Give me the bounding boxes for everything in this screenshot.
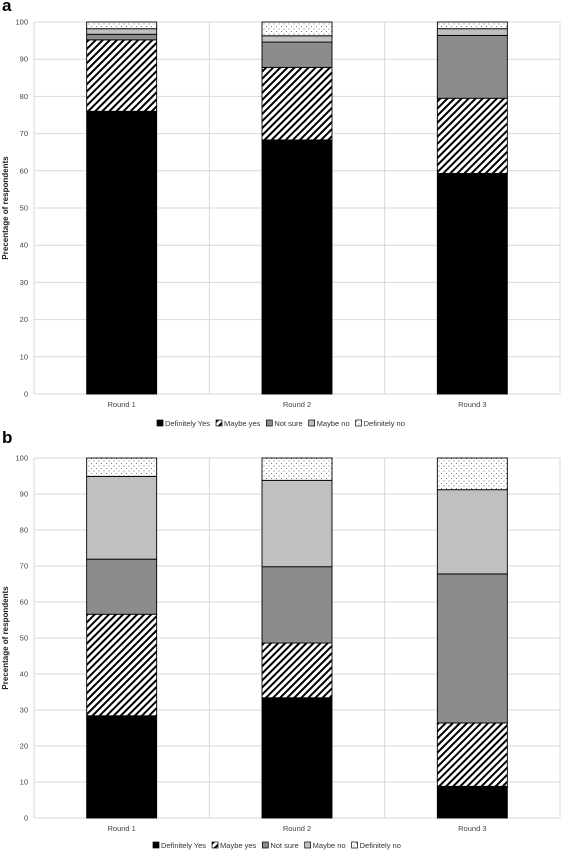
y-axis-title: Precentage of respondents bbox=[1, 586, 10, 690]
panel-label-a: a bbox=[2, 0, 12, 15]
y-tick-label-80: 80 bbox=[20, 92, 28, 101]
bar-segment-round-1-not_sure bbox=[86, 33, 158, 41]
bar-segment-round-3-maybe_no bbox=[436, 489, 508, 575]
legend-swatch-maybe_no bbox=[308, 419, 316, 427]
y-tick-label-10: 10 bbox=[20, 778, 28, 787]
bar-segment-round-2-definitely_yes bbox=[261, 697, 333, 819]
x-tick-label-round-1: Round 1 bbox=[107, 824, 135, 833]
y-tick-label-80: 80 bbox=[20, 526, 28, 535]
legend-swatch-definitely_yes bbox=[156, 419, 164, 427]
bar-segment-round-3-not_sure bbox=[436, 573, 508, 724]
bar-segment-round-1-maybe_no bbox=[86, 28, 158, 35]
legend-label-maybe_yes: Maybe yes bbox=[224, 419, 261, 428]
bar-segment-round-3-definitely_yes bbox=[436, 785, 508, 819]
y-tick-label-40: 40 bbox=[20, 670, 28, 679]
y-axis-title: Precentage of respondents bbox=[1, 156, 10, 260]
legend-swatch-definitely_no bbox=[351, 841, 358, 849]
bar-segment-round-3-definitely_no bbox=[436, 21, 508, 30]
legend-label-maybe_no: Maybe no bbox=[317, 419, 350, 428]
bar-segment-round-1-definitely_no bbox=[86, 21, 158, 30]
y-tick-label-60: 60 bbox=[20, 598, 28, 607]
y-tick-label-70: 70 bbox=[20, 562, 28, 571]
y-tick-label-50: 50 bbox=[20, 204, 28, 213]
legend-swatch-maybe_yes bbox=[215, 419, 223, 427]
bar-segment-round-2-definitely_yes bbox=[261, 139, 333, 395]
legend-swatch-maybe_no bbox=[304, 841, 312, 849]
legend-label-not_sure: Not sure bbox=[274, 419, 302, 428]
legend-swatch-definitely_yes bbox=[152, 841, 160, 849]
legend-swatch-definitely_no bbox=[355, 419, 362, 427]
bar-segment-round-2-maybe_yes bbox=[261, 642, 333, 699]
y-tick-label-100: 100 bbox=[15, 454, 28, 463]
legend-label-maybe_no: Maybe no bbox=[313, 841, 346, 850]
y-tick-label-90: 90 bbox=[20, 490, 28, 499]
legend-label-definitely_yes: Definitely Yes bbox=[165, 419, 210, 428]
bar-segment-round-1-maybe_no bbox=[86, 475, 158, 560]
bar-segment-round-1-definitely_no bbox=[86, 457, 158, 477]
legend-swatch-not_sure bbox=[265, 419, 273, 427]
bar-segment-round-3-definitely_yes bbox=[436, 172, 508, 395]
stacked-bar-chart-b: 0 10 20 30 40 50 60 70 80 90 100 Round 1 Round 2 Roun… bbox=[1, 454, 561, 850]
x-tick-label-round-3: Round 3 bbox=[458, 400, 486, 409]
legend-swatch-maybe_yes bbox=[211, 841, 219, 849]
bar-segment-round-1-maybe_yes bbox=[86, 39, 158, 112]
y-tick-label-10: 10 bbox=[20, 352, 28, 361]
legend-label-definitely_yes: Definitely Yes bbox=[161, 841, 206, 850]
y-tick-label-90: 90 bbox=[20, 55, 28, 64]
y-tick-label-100: 100 bbox=[15, 18, 28, 27]
legend-label-definitely_no: Definitely no bbox=[360, 841, 401, 850]
bar-segment-round-3-not_sure bbox=[436, 34, 508, 99]
y-tick-label-20: 20 bbox=[20, 315, 28, 324]
bar-segment-round-2-maybe_no bbox=[261, 479, 333, 568]
y-tick-label-20: 20 bbox=[20, 742, 28, 751]
bar-segment-round-2-not_sure bbox=[261, 41, 333, 68]
x-tick-label-round-2: Round 2 bbox=[283, 824, 311, 833]
bar-segment-round-2-definitely_no bbox=[261, 457, 333, 481]
y-tick-label-70: 70 bbox=[20, 129, 28, 138]
bar-segment-round-2-maybe_yes bbox=[261, 66, 333, 141]
bar-segment-round-1-not_sure bbox=[86, 558, 158, 615]
bar-segment-round-3-maybe_yes bbox=[436, 97, 508, 174]
bar-segment-round-3-definitely_no bbox=[436, 457, 508, 491]
x-tick-label-round-2: Round 2 bbox=[283, 400, 311, 409]
bar-segment-round-1-definitely_yes bbox=[86, 715, 158, 819]
y-tick-label-30: 30 bbox=[20, 706, 28, 715]
x-tick-label-round-1: Round 1 bbox=[107, 400, 135, 409]
bar-segment-round-2-not_sure bbox=[261, 566, 333, 644]
stacked-bar-chart-a: 0 10 20 30 40 50 60 70 80 90 100 Round 1 Round 2 Roun… bbox=[1, 18, 561, 428]
bar-segment-round-1-maybe_yes bbox=[86, 613, 158, 717]
y-tick-label-0: 0 bbox=[24, 390, 28, 399]
bar-segment-round-3-maybe_yes bbox=[436, 722, 508, 787]
y-tick-label-60: 60 bbox=[20, 166, 28, 175]
legend-label-definitely_no: Definitely no bbox=[364, 419, 405, 428]
legend-swatch-not_sure bbox=[261, 841, 269, 849]
bar-segment-round-3-maybe_no bbox=[436, 28, 508, 36]
bar-segment-round-2-definitely_no bbox=[261, 21, 333, 37]
legend-label-not_sure: Not sure bbox=[270, 841, 298, 850]
panel-label-b: b bbox=[2, 428, 13, 447]
y-tick-label-40: 40 bbox=[20, 241, 28, 250]
y-tick-label-50: 50 bbox=[20, 634, 28, 643]
bar-segment-round-2-maybe_no bbox=[261, 35, 333, 43]
y-tick-label-0: 0 bbox=[24, 814, 28, 823]
x-tick-label-round-3: Round 3 bbox=[458, 824, 486, 833]
y-tick-label-30: 30 bbox=[20, 278, 28, 287]
bar-segment-round-1-definitely_yes bbox=[86, 110, 158, 395]
legend-label-maybe_yes: Maybe yes bbox=[220, 841, 257, 850]
